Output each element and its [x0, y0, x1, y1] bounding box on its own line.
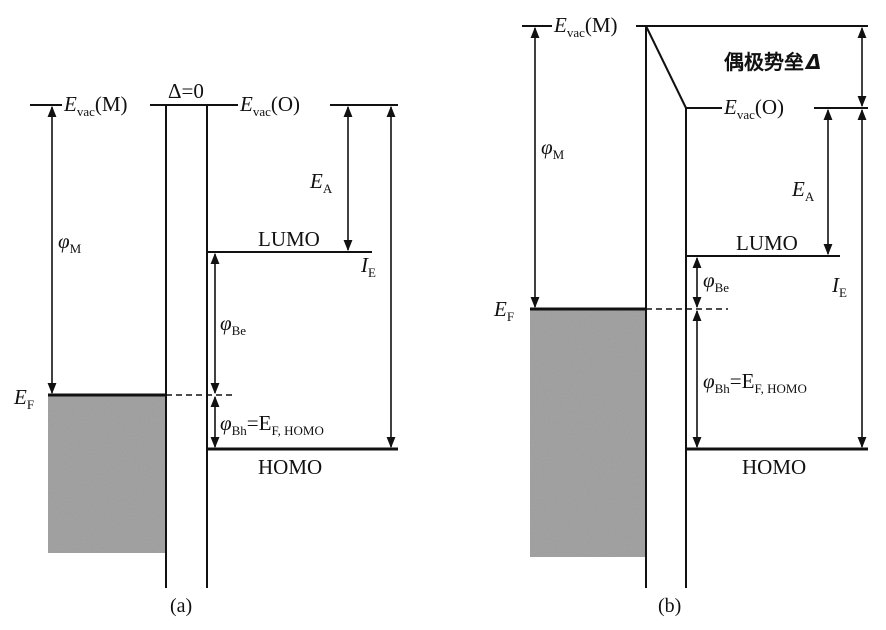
caption-b: (b) [658, 595, 681, 617]
dipole-slope-b [645, 25, 687, 109]
evac-o-label-a: Evac(O) [239, 92, 300, 119]
homo-label-b: HOMO [742, 455, 806, 479]
phi-m-label-a: φM [58, 229, 82, 256]
homo-label-a: HOMO [258, 455, 322, 479]
ea-label-a: EA [309, 169, 333, 196]
phi-bh-label-a: φBh=EF, HOMO [220, 411, 324, 438]
ef-label-a: EF [13, 385, 34, 412]
lumo-label-b: LUMO [736, 231, 798, 255]
evac-m-label-a: Evac(M) [63, 92, 128, 119]
panel-b: Evac(M) 偶极势垒 Δ Evac(O) φM EA LUMO IE φBe … [493, 13, 868, 617]
phi-be-label-a: φBe [220, 311, 246, 338]
phi-m-label-b: φM [541, 135, 565, 162]
lumo-label-a: LUMO [258, 227, 320, 251]
ea-label-b: EA [791, 177, 815, 204]
delta-label-a: Δ=0 [168, 79, 204, 103]
ef-label-b: EF [493, 297, 514, 324]
phi-be-label-b: φBe [703, 268, 729, 295]
caption-a: (a) [170, 595, 192, 617]
ie-label-b: IE [831, 273, 847, 300]
dipole-label-b: 偶极势垒 Δ [724, 50, 821, 74]
panel-a: Evac(M) Δ=0 Evac(O) φM EA LUMO IE φBe EF… [13, 79, 398, 617]
evac-o-label-b: Evac(O) [723, 95, 784, 122]
ie-label-a: IE [360, 253, 376, 280]
evac-m-label-b: Evac(M) [553, 13, 618, 40]
phi-bh-label-b: φBh=EF, HOMO [703, 369, 807, 396]
